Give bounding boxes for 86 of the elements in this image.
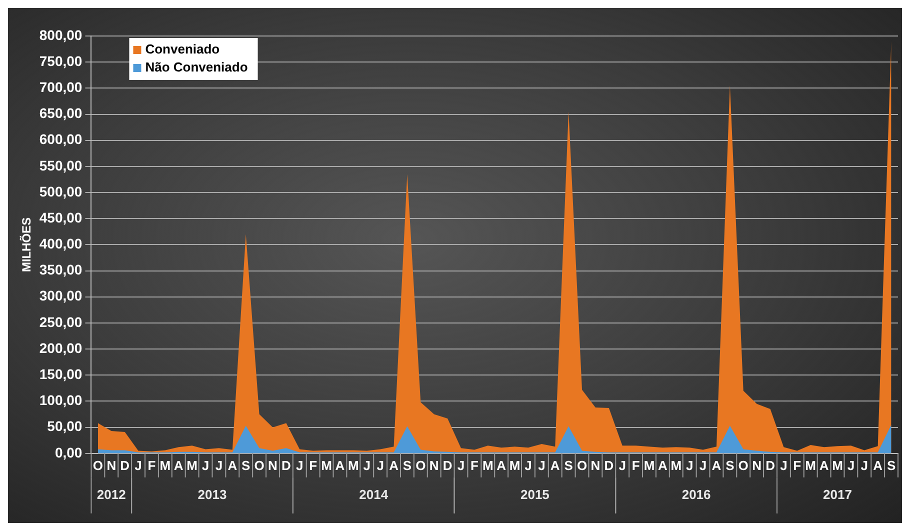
x-tick-label: J <box>847 458 855 473</box>
y-axis-title: MILHÕES <box>20 217 34 272</box>
y-tick-label: 300,00 <box>39 288 82 304</box>
x-tick-label: N <box>268 458 278 473</box>
x-tick-label: J <box>457 458 465 473</box>
y-tick-label: 150,00 <box>39 366 82 382</box>
y-tick-label: 100,00 <box>39 392 82 408</box>
y-tick-label: 750,00 <box>39 52 82 69</box>
legend-label: Não Conveniado <box>145 60 248 75</box>
x-tick-label: J <box>215 458 223 473</box>
x-tick-label: A <box>873 458 884 473</box>
x-tick-label: N <box>590 458 600 473</box>
y-tick-label: 200,00 <box>39 340 82 356</box>
x-tick-label: M <box>805 458 816 473</box>
text: 2016 <box>682 486 711 502</box>
x-tick-label: N <box>106 458 116 473</box>
x-tick-label: J <box>538 458 546 473</box>
x-tick-label: O <box>92 458 104 473</box>
x-tick-label: S <box>886 458 896 473</box>
x-tick-label: A <box>389 458 400 473</box>
x-tick-label: M <box>509 458 520 473</box>
x-tick-label: D <box>120 458 130 473</box>
y-tick-label: 350,00 <box>39 262 82 278</box>
x-tick-label: A <box>658 458 668 473</box>
text: 2014 <box>359 486 389 502</box>
x-tick-label: D <box>766 458 775 473</box>
x-tick-label: F <box>470 458 478 473</box>
text: 2017 <box>823 486 852 502</box>
x-tick-label: F <box>309 458 318 473</box>
x-tick-label: J <box>618 458 626 473</box>
x-tick-label: S <box>242 458 251 473</box>
y-tick-label: 0,00 <box>54 444 82 460</box>
x-tick-label: J <box>134 458 142 473</box>
x-tick-label: N <box>752 458 762 473</box>
x-tick-label: F <box>148 458 156 473</box>
x-tick-label: N <box>429 458 439 473</box>
x-tick-label: A <box>335 458 346 473</box>
x-tick-label: A <box>712 458 722 473</box>
x-tick-label: J <box>686 458 694 473</box>
x-tick-label: M <box>160 458 171 473</box>
y-tick-label: 50,00 <box>47 418 82 434</box>
x-tick-label: J <box>780 458 788 473</box>
x-tick-label: M <box>832 458 843 473</box>
y-tick-label: 700,00 <box>39 79 82 96</box>
x-tick-label: J <box>699 458 707 473</box>
x-tick-label: O <box>416 458 426 473</box>
x-tick-label: J <box>376 458 384 473</box>
x-tick-label: M <box>482 458 494 473</box>
y-tick-label: 650,00 <box>39 105 82 122</box>
x-tick-label: A <box>550 458 560 473</box>
y-tick-label: 600,00 <box>39 131 82 148</box>
x-tick-label: S <box>726 458 735 473</box>
x-tick-label: J <box>296 458 304 473</box>
text: 2015 <box>520 486 550 502</box>
x-tick-label: O <box>254 458 264 473</box>
x-tick-label: S <box>402 458 412 473</box>
x-tick-label: O <box>576 458 588 473</box>
y-tick-label: 800,00 <box>39 26 82 43</box>
x-tick-label: M <box>348 458 359 473</box>
x-tick-label: F <box>632 458 640 473</box>
y-tick-label: 450,00 <box>39 209 82 226</box>
x-tick-label: J <box>202 458 210 473</box>
x-tick-label: D <box>281 458 291 473</box>
x-tick-label: F <box>793 458 802 473</box>
x-tick-label: D <box>442 458 452 473</box>
y-tick-label: 400,00 <box>39 236 82 252</box>
x-tick-label: J <box>524 458 532 473</box>
x-tick-label: M <box>321 458 332 473</box>
y-tick-label: 250,00 <box>39 314 82 330</box>
x-tick-label: A <box>228 458 238 473</box>
x-tick-label: O <box>738 458 748 473</box>
x-tick-label: M <box>186 458 198 473</box>
y-tick-label: 550,00 <box>39 157 82 174</box>
x-tick-label: D <box>604 458 614 473</box>
x-tick-label: M <box>670 458 682 473</box>
x-tick-label: J <box>363 458 370 473</box>
x-tick-label: M <box>644 458 655 473</box>
x-tick-label: A <box>174 458 184 473</box>
legend-label: Conveniado <box>145 42 220 57</box>
x-tick-label: S <box>564 458 574 473</box>
x-tick-label: A <box>496 458 507 473</box>
text: 2013 <box>198 486 227 502</box>
text: 2012 <box>96 486 126 502</box>
x-tick-label: J <box>860 458 868 473</box>
y-tick-label: 500,00 <box>39 183 82 200</box>
x-tick-label: A <box>819 458 830 473</box>
